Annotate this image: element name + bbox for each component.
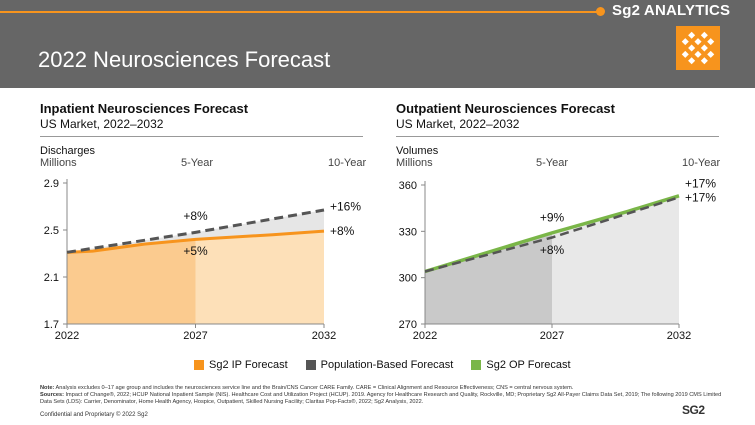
legend-swatch-pop [305,360,316,370]
ip-chart-subtitle: US Market, 2022–2032 [40,117,164,131]
op-period-5yr: 5-Year [536,157,569,169]
ip-forecast-line [66,229,325,254]
ip-gap-area [67,210,324,253]
ip-y-tick-label: 2.1 [44,272,59,284]
note-line: Note: Analysis excludes 0–17 age group a… [40,385,730,392]
ip-chart-title: Inpatient Neurosciences Forecast [40,101,249,116]
legend-label-ip: Sg2 IP Forecast [209,359,288,371]
ip-period-10yr: 10-Year [328,157,367,169]
ip-x-tick-label: 2032 [312,330,336,342]
header-band [0,0,755,88]
op-chart-title: Outpatient Neurosciences Forecast [396,101,615,116]
note-text: Analysis excludes 0–17 age group and inc… [55,385,574,391]
op-period-10yr: 10-Year [682,157,721,169]
ip-annotation-0: +8% [183,209,208,223]
footnote: Note: Analysis excludes 0–17 age group a… [40,385,730,406]
legend-label-op: Sg2 OP Forecast [486,359,571,371]
legend-swatch-op [471,360,482,370]
ip-area-5yr [67,239,196,324]
legend-item-ip: Sg2 IP Forecast [194,359,288,371]
footer-logo-text: SG2 [682,403,705,417]
legend-label-pop: Population-Based Forecast [320,359,454,371]
legend: Sg2 IP Forecast Population-Based Forecas… [194,359,589,371]
ip-x-tick-label: 2022 [55,330,79,342]
op-x-tick-label: 2022 [413,330,437,342]
op-annotation-0: +9% [540,210,565,224]
ip-panel-rule [40,136,363,137]
op-annotation-1: +8% [540,243,565,257]
legend-swatch-ip [194,360,204,370]
op-area-10yr [552,195,679,324]
ip-y-tick-label: 2.5 [44,225,59,237]
brand-name: Sg2 ANALYTICS [612,2,731,19]
op-x-tick-label: 2032 [667,330,691,342]
sg2-logo-icon [676,26,720,70]
ip-area-10yr [195,231,324,324]
op-y-tick-label: 330 [399,226,417,238]
legend-item-pop: Population-Based Forecast [305,359,454,371]
op-ylabel: Volumes [396,145,439,157]
sources-line: Sources: Impact of Change®, 2022; HCUP N… [40,392,730,406]
ip-y-tick-label: 1.7 [44,319,59,331]
sources-label: Sources: [40,392,64,398]
page-title: 2022 Neurosciences Forecast [38,47,331,72]
op-chart-subtitle: US Market, 2022–2032 [396,117,520,131]
op-population-line [424,196,680,273]
op-y-tick-label: 300 [399,273,417,285]
brand-dot-icon [596,7,605,16]
ip-yunit: Millions [40,157,77,169]
op-annotation-3: +17% [685,190,716,204]
op-x-tick-label: 2027 [540,330,564,342]
ip-annotation-2: +16% [330,200,361,214]
ip-population-line [66,208,325,254]
footer-logo: SG2 [682,403,705,417]
ip-y-tick-label: 2.9 [44,178,59,190]
orange-rule [0,11,600,13]
ip-annotation-3: +8% [330,224,355,238]
op-y-tick-label: 360 [399,180,417,192]
op-yunit: Millions [396,157,433,169]
ip-period-5yr: 5-Year [181,157,214,169]
note-label: Note: [40,385,55,391]
legend-item-op: Sg2 OP Forecast [471,359,571,371]
op-annotation-2: +17% [685,176,716,190]
ip-x-tick-label: 2027 [183,330,207,342]
op-panel-rule [396,136,719,137]
ip-ylabel: Discharges [40,145,96,157]
confidential-text: Confidential and Proprietary © 2022 Sg2 [40,412,148,418]
op-y-tick-label: 270 [399,319,417,331]
op-area-5yr [425,232,552,324]
ip-annotation-1: +5% [183,244,208,258]
sources-text: Impact of Change®, 2022; HCUP National I… [40,392,722,405]
